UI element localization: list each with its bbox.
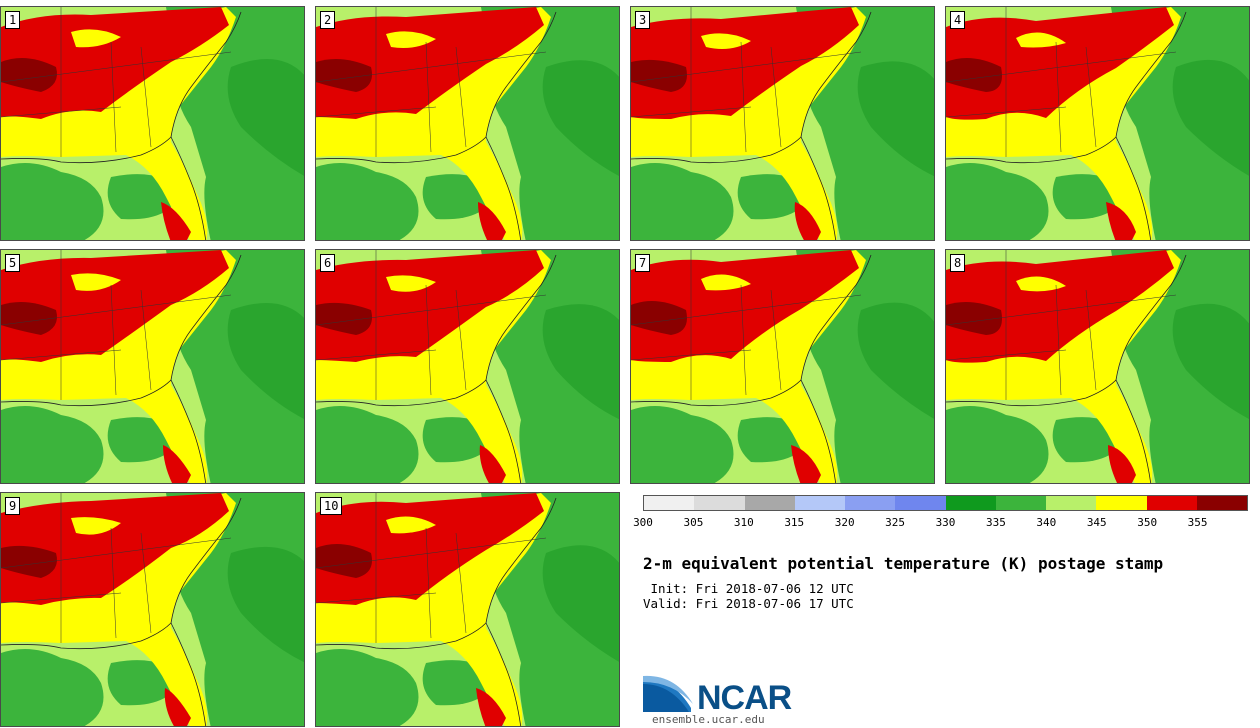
colorbar-swatch	[845, 496, 896, 510]
colorbar-tick-label: 315	[784, 516, 805, 529]
map-panel: 10	[315, 492, 620, 727]
map-field	[946, 250, 1249, 483]
colorbar-swatch	[995, 496, 1046, 510]
panel-member-label: 6	[320, 254, 336, 272]
map-field	[631, 7, 934, 240]
panel-member-label: 1	[5, 11, 21, 29]
colorbar-tick-label: 330	[935, 516, 956, 529]
panel-member-label: 8	[950, 254, 966, 272]
colorbar-tick-label: 350	[1137, 516, 1158, 529]
map-field	[316, 7, 619, 240]
colorbar-swatch	[945, 496, 996, 510]
colorbar	[643, 495, 1248, 511]
panel-member-label: 9	[5, 497, 21, 515]
colorbar-swatch	[694, 496, 745, 510]
map-panel: 7	[630, 249, 935, 484]
logo-url: ensemble.ucar.edu	[652, 713, 765, 726]
colorbar-swatch	[644, 496, 695, 510]
colorbar-tick-label: 320	[834, 516, 855, 529]
colorbar-tick-label: 305	[683, 516, 704, 529]
map-field	[631, 250, 934, 483]
colorbar-swatch	[1096, 496, 1147, 510]
colorbar-swatch	[1146, 496, 1197, 510]
map-panel: 4	[945, 6, 1250, 241]
map-field	[316, 493, 619, 726]
colorbar-swatch	[1196, 496, 1247, 510]
panel-member-label: 4	[950, 11, 966, 29]
colorbar-tick-label: 300	[633, 516, 653, 529]
map-field	[1, 7, 304, 240]
colorbar-tick-label: 335	[985, 516, 1006, 529]
panel-member-label: 10	[320, 497, 343, 515]
colorbar-swatch	[895, 496, 946, 510]
map-panel: 1	[0, 6, 305, 241]
map-field	[1, 493, 304, 726]
logo-text: NCAR	[697, 679, 792, 717]
map-field	[1, 250, 304, 483]
panel-member-label: 2	[320, 11, 336, 29]
map-panel: 6	[315, 249, 620, 484]
colorbar-tick-label: 340	[1036, 516, 1057, 529]
map-panel: 2	[315, 6, 620, 241]
panel-member-label: 7	[635, 254, 651, 272]
colorbar-tick-label: 325	[885, 516, 906, 529]
valid-time: Valid: Fri 2018-07-06 17 UTC	[643, 596, 854, 611]
map-panel: 3	[630, 6, 935, 241]
colorbar-swatch	[744, 496, 795, 510]
panel-member-label: 5	[5, 254, 21, 272]
colorbar-tick-label: 355	[1187, 516, 1208, 529]
colorbar-tick-label: 310	[733, 516, 754, 529]
colorbar-tick-label: 345	[1086, 516, 1107, 529]
colorbar-swatch	[794, 496, 845, 510]
figure-title: 2-m equivalent potential temperature (K)…	[643, 554, 1164, 573]
map-panel: 5	[0, 249, 305, 484]
map-panel: 8	[945, 249, 1250, 484]
colorbar-swatch	[1046, 496, 1097, 510]
map-field	[946, 7, 1249, 240]
ncar-logo-icon	[643, 675, 693, 712]
map-field	[316, 250, 619, 483]
map-panel: 9	[0, 492, 305, 727]
panel-member-label: 3	[635, 11, 651, 29]
init-time: Init: Fri 2018-07-06 12 UTC	[643, 581, 854, 596]
